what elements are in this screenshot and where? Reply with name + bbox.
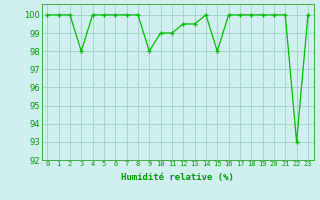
X-axis label: Humidité relative (%): Humidité relative (%) bbox=[121, 173, 234, 182]
